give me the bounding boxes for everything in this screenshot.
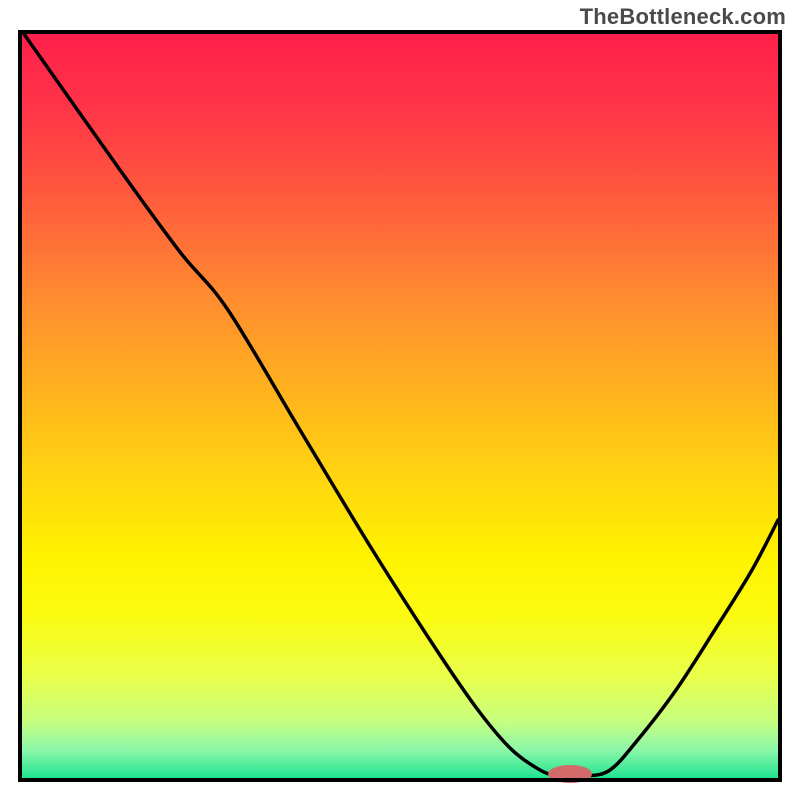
bottleneck-chart: [0, 0, 800, 800]
chart-container: TheBottleneck.com: [0, 0, 800, 800]
gradient-background: [20, 32, 780, 780]
watermark-text: TheBottleneck.com: [580, 4, 786, 30]
